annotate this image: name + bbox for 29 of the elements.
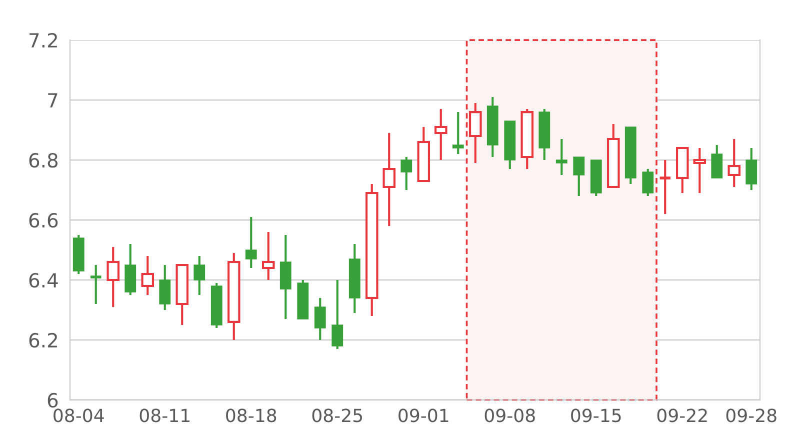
candlestick — [348, 242, 360, 314]
x-tick-label: 08-18 — [226, 408, 276, 422]
candlestick — [245, 216, 257, 270]
candlestick — [382, 132, 396, 228]
x-tick-label: 08-04 — [54, 408, 104, 422]
x-tick-label: 09-22 — [657, 408, 707, 422]
x-tick-label: 08-25 — [312, 408, 362, 422]
x-tick-label: 09-28 — [726, 408, 776, 422]
x-tick-label: 09-01 — [398, 408, 448, 422]
y-tick-label: 6.2 — [29, 332, 57, 348]
candlestick — [194, 254, 206, 296]
y-tick-label: 6.4 — [29, 272, 58, 288]
candlestick — [556, 138, 568, 176]
candlestick — [106, 246, 120, 308]
y-tick-label: 7.2 — [30, 32, 57, 48]
candlestick — [280, 234, 292, 320]
candlestick — [314, 296, 326, 342]
x-tick-label: 09-08 — [484, 408, 535, 422]
candlestick — [486, 96, 498, 158]
x-tick-label: 09-15 — [571, 408, 621, 422]
y-tick-label: 6 — [48, 392, 58, 408]
y-tick-label: 6.6 — [29, 212, 58, 228]
y-tick-label: 7 — [48, 93, 58, 108]
candlestick — [693, 146, 706, 194]
candlestick — [434, 108, 448, 162]
candlestick — [262, 230, 275, 282]
candlestick — [728, 138, 741, 188]
y-tick-label: 6.8 — [29, 152, 58, 168]
x-tick-label: 08-11 — [140, 408, 190, 422]
